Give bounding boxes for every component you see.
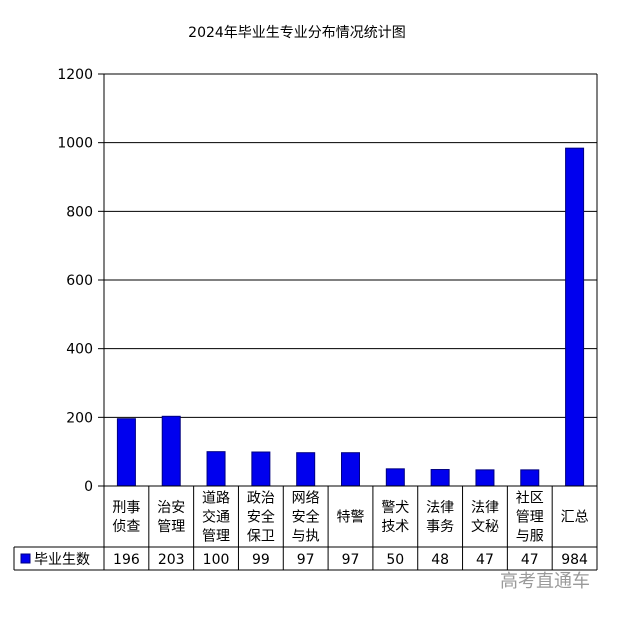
- category-label: 与服: [516, 529, 544, 545]
- y-tick-label: 800: [66, 204, 93, 220]
- bar: [475, 469, 495, 487]
- bar: [565, 147, 585, 487]
- category-label: 管理: [157, 519, 185, 535]
- bar: [161, 415, 181, 487]
- category-label: 汇总: [561, 510, 589, 526]
- category-label: 与执: [292, 529, 320, 545]
- category-label: 治安: [157, 500, 185, 516]
- watermark: 高考直通车: [500, 571, 590, 592]
- y-tick-label: 200: [66, 410, 93, 426]
- category-label: 事务: [426, 519, 454, 535]
- gridlines: [104, 142, 597, 418]
- data-value-label: 47: [476, 552, 494, 568]
- data-value-label: 196: [113, 552, 140, 568]
- category-label: 社区: [516, 491, 544, 507]
- bar: [341, 452, 360, 487]
- data-value-label: 48: [431, 552, 449, 568]
- chart-title: 2024年毕业生专业分布情况统计图: [188, 25, 406, 41]
- bar: [296, 452, 316, 487]
- y-tick-label: 400: [66, 342, 93, 358]
- category-label: 侦查: [112, 519, 140, 535]
- category-label: 法律: [426, 500, 454, 516]
- category-label: 保卫: [247, 529, 275, 545]
- category-label: 管理: [516, 510, 544, 526]
- category-label: 文秘: [471, 519, 499, 535]
- data-table: 毕业生数 刑事侦查196治安管理203道路交通管理100政治安全保卫99网络安全…: [13, 485, 598, 571]
- data-value-label: 97: [342, 552, 360, 568]
- data-value-label: 47: [521, 552, 539, 568]
- category-label: 安全: [292, 509, 320, 526]
- bar: [385, 468, 405, 487]
- data-value-label: 99: [252, 552, 270, 568]
- bar: [206, 451, 226, 487]
- data-value-label: 50: [386, 552, 404, 568]
- data-value-label: 97: [297, 552, 315, 568]
- category-label: 交通: [202, 509, 230, 526]
- y-tick-label: 1000: [57, 136, 93, 152]
- y-tick-label: 1200: [57, 67, 93, 83]
- category-label: 网络: [292, 491, 320, 507]
- y-tick-label: 0: [84, 479, 93, 495]
- category-label: 法律: [471, 500, 499, 516]
- category-label: 道路: [202, 491, 230, 507]
- bars: [116, 147, 585, 487]
- data-value-label: 100: [203, 552, 230, 568]
- category-label: 警犬: [381, 500, 409, 516]
- bar: [116, 418, 136, 487]
- category-label: 技术: [381, 519, 409, 535]
- data-value-label: 203: [158, 552, 185, 568]
- category-label: 安全: [247, 509, 275, 526]
- legend-label: 毕业生数: [34, 552, 90, 568]
- bar: [251, 451, 271, 487]
- category-label: 刑事: [112, 500, 140, 516]
- data-value-label: 984: [561, 552, 588, 568]
- y-tick-label: 600: [66, 273, 93, 289]
- y-axis-ticks: 0 200 400 600 800 1000 1200: [57, 67, 104, 495]
- category-label: 特警: [337, 510, 365, 526]
- category-label: 管理: [202, 529, 230, 545]
- bar: [520, 469, 540, 487]
- legend-swatch: [20, 553, 31, 564]
- bar: [430, 469, 450, 487]
- category-label: 政治: [247, 491, 275, 507]
